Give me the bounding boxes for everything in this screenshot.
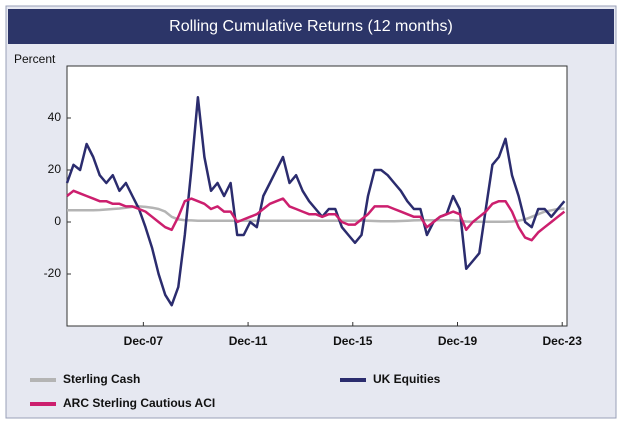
series-line	[66, 189, 566, 242]
y-tick-label: 0	[54, 214, 61, 228]
series-line	[65, 95, 566, 307]
legend-label: UK Equities	[373, 372, 441, 386]
x-tick-label: Dec-11	[229, 334, 268, 348]
y-tick-label: -20	[44, 266, 62, 280]
x-tick-label: Dec-07	[124, 334, 164, 348]
y-tick-label: 20	[48, 162, 62, 176]
title-bar	[8, 9, 614, 44]
x-tick-label: Dec-19	[438, 334, 478, 348]
x-tick-label: Dec-23	[543, 334, 583, 348]
chart-title: Rolling Cumulative Returns (12 months)	[169, 18, 453, 35]
y-tick-label: 40	[48, 110, 62, 124]
legend-label: ARC Sterling Cautious ACI	[63, 396, 215, 410]
x-tick-label: Dec-15	[333, 334, 373, 348]
y-axis-label: Percent	[14, 52, 56, 66]
legend-label: Sterling Cash	[63, 372, 140, 386]
plot-area	[66, 65, 568, 327]
series-line	[67, 205, 565, 223]
